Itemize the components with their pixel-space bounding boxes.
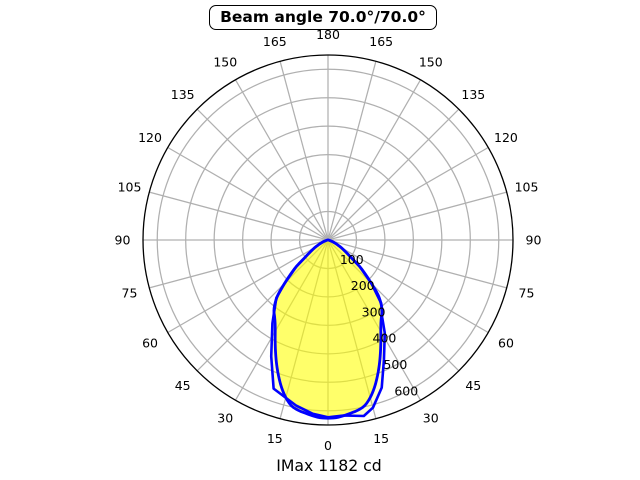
angle-tick-label: 165 bbox=[263, 34, 287, 49]
angle-tick-label: 180 bbox=[316, 27, 340, 42]
radius-tick-label: 300 bbox=[362, 304, 386, 319]
angle-tick-label: 90 bbox=[115, 233, 131, 248]
angle-tick-label: 15 bbox=[373, 431, 389, 446]
angle-tick-label: 60 bbox=[142, 335, 158, 350]
radius-tick-label: 600 bbox=[394, 383, 418, 398]
grid-spoke bbox=[327, 239, 460, 372]
angle-tick-label: 45 bbox=[175, 378, 191, 393]
grid-spoke bbox=[327, 239, 489, 334]
axis-labels: 0 15 15 30 30 45 45 60 60 75 75 90 90 105 105 120 120 135… bbox=[115, 27, 542, 453]
angle-tick-label: 0 bbox=[324, 438, 332, 453]
angle-tick-label: 150 bbox=[213, 55, 237, 70]
angle-tick-label: 45 bbox=[465, 378, 481, 393]
radius-tick-label: 500 bbox=[383, 357, 407, 372]
angle-tick-label: 15 bbox=[267, 431, 283, 446]
radius-tick-label: 200 bbox=[351, 278, 375, 293]
grid-spoke bbox=[327, 191, 507, 241]
grid-spoke bbox=[327, 239, 507, 289]
grid-spoke bbox=[327, 239, 377, 419]
grid-spoke bbox=[279, 239, 329, 419]
grid-spoke bbox=[196, 108, 329, 241]
angle-tick-label: 120 bbox=[138, 130, 162, 145]
outer-circle bbox=[142, 54, 514, 426]
angle-tick-label: 30 bbox=[217, 410, 233, 425]
intensity-fills bbox=[271, 240, 385, 419]
angle-tick-label: 75 bbox=[519, 286, 535, 301]
radius-tick-label: 100 bbox=[340, 252, 364, 267]
grid-spoke bbox=[327, 61, 377, 241]
angle-tick-label: 135 bbox=[171, 87, 195, 102]
grid-circle bbox=[270, 182, 386, 298]
fill-smooth bbox=[273, 240, 383, 419]
grid-circle bbox=[213, 125, 443, 355]
intensity-curves bbox=[269, 238, 387, 420]
grid-spoke bbox=[327, 108, 460, 241]
grid-spoke bbox=[234, 239, 329, 401]
radius-tick-label: 400 bbox=[373, 331, 397, 346]
grid-spoke bbox=[327, 146, 489, 241]
angle-tick-label: 30 bbox=[423, 410, 439, 425]
grid-spoke bbox=[327, 79, 422, 241]
grid-circle bbox=[241, 153, 415, 327]
grid-spoke bbox=[167, 146, 329, 241]
polar-grid bbox=[142, 54, 514, 426]
angle-tick-label: 60 bbox=[498, 335, 514, 350]
angle-tick-label: 75 bbox=[122, 286, 138, 301]
grid-spoke bbox=[234, 79, 329, 241]
grid-spoke bbox=[149, 239, 329, 289]
grid-circle bbox=[185, 97, 471, 383]
angle-tick-label: 135 bbox=[461, 87, 485, 102]
grid-spoke bbox=[149, 191, 329, 241]
angle-tick-label: 105 bbox=[118, 179, 142, 194]
grid-circle bbox=[298, 210, 358, 270]
grid-spoke bbox=[279, 61, 329, 241]
angle-tick-label: 105 bbox=[515, 179, 539, 194]
grid-spoke bbox=[196, 239, 329, 372]
grid-spoke bbox=[167, 239, 329, 334]
fill-segmented bbox=[271, 240, 385, 418]
angle-tick-label: 165 bbox=[369, 34, 393, 49]
grid-spoke bbox=[327, 239, 422, 401]
angle-tick-label: 150 bbox=[419, 55, 443, 70]
grid-circle bbox=[156, 68, 500, 412]
angle-tick-label: 90 bbox=[526, 233, 542, 248]
angle-tick-label: 120 bbox=[494, 130, 518, 145]
curve-smooth bbox=[272, 238, 384, 420]
